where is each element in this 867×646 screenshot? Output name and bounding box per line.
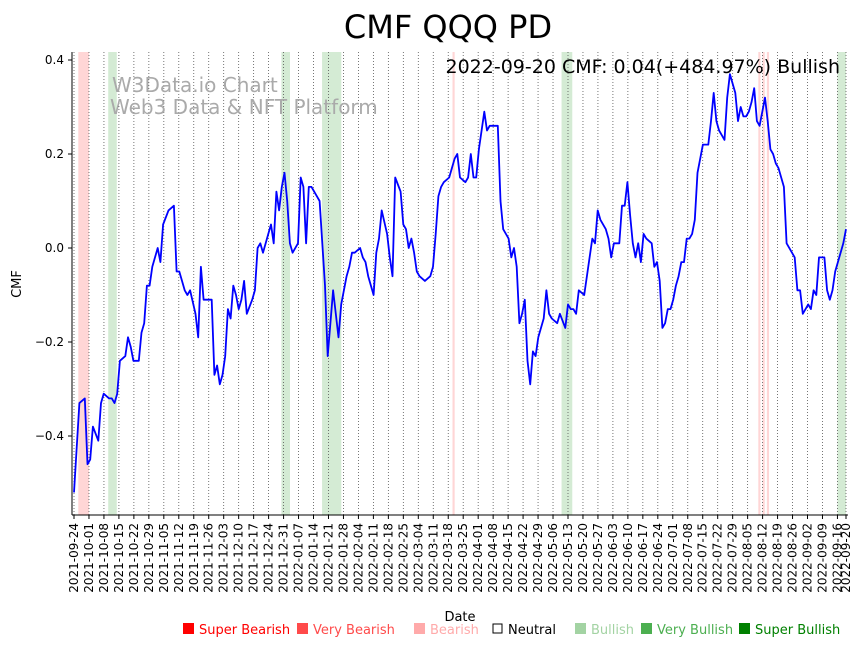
date-gridlines xyxy=(73,52,847,515)
x-tick-label: 2022-05-13 xyxy=(561,523,575,593)
x-tick-label: 2021-11-26 xyxy=(202,523,216,593)
watermark-line-1: W3Data.io Chart xyxy=(112,73,278,97)
x-tick-label: 2022-08-19 xyxy=(771,523,785,593)
x-tick-label: 2022-04-01 xyxy=(471,523,485,593)
x-tick-label: 2022-01-14 xyxy=(307,523,321,593)
x-tick-label: 2022-03-11 xyxy=(426,523,440,593)
x-tick-label: 2021-11-12 xyxy=(172,523,186,593)
cmf-series-line xyxy=(73,73,847,493)
x-tick-label: 2022-05-27 xyxy=(591,523,605,593)
x-tick-label: 2021-12-17 xyxy=(247,523,261,593)
x-tick-label: 2022-04-29 xyxy=(531,523,545,593)
band-bearish-8 xyxy=(766,52,770,515)
x-tick-label: 2022-02-25 xyxy=(396,523,410,593)
legend-label-super-bullish: Super Bullish xyxy=(755,623,840,638)
x-tick-label: 2022-07-29 xyxy=(726,523,740,593)
legend-label-very-bullish: Very Bullish xyxy=(657,623,733,638)
x-tick-label: 2022-06-10 xyxy=(621,523,635,593)
x-tick-label: 2022-09-20 xyxy=(839,523,853,593)
band-bearish-6 xyxy=(758,52,761,515)
band-bullish-3 xyxy=(322,52,342,515)
x-tick-label: 2022-06-03 xyxy=(606,523,620,593)
x-tick-label: 2022-07-08 xyxy=(681,523,695,593)
x-tick-label: 2022-09-02 xyxy=(801,523,815,593)
x-tick-label: 2022-04-08 xyxy=(486,523,500,593)
x-tick-label: 2022-01-21 xyxy=(321,523,335,593)
y-tick-label: −0.4 xyxy=(35,429,64,443)
x-tick-label: 2022-01-28 xyxy=(336,523,350,593)
x-tick-label: 2021-12-24 xyxy=(262,523,276,593)
legend-swatch-super-bearish xyxy=(183,623,194,634)
legend-swatch-super-bullish xyxy=(739,623,750,634)
x-tick-label: 2021-10-08 xyxy=(97,523,111,593)
band-bearish-0 xyxy=(78,52,89,515)
x-axis-label: Date xyxy=(444,610,475,625)
x-tick-label: 2022-09-09 xyxy=(815,523,829,593)
y-tick-label: 0.0 xyxy=(45,241,64,255)
band-bullish-2 xyxy=(281,52,290,515)
x-tick-label: 2021-12-10 xyxy=(232,523,246,593)
signal-legend: Super Bearish Very Bearish Bearish Neutral B… xyxy=(183,623,840,638)
y-tick-label: 0.2 xyxy=(45,147,64,161)
x-tick-label: 2022-02-04 xyxy=(351,523,365,593)
x-tick-label: 2022-07-22 xyxy=(711,523,725,593)
x-tick-label: 2022-06-24 xyxy=(651,523,665,593)
x-tick-label: 2022-02-11 xyxy=(366,523,380,593)
band-bullish-9 xyxy=(837,52,846,515)
x-tick-label: 2022-03-18 xyxy=(441,523,455,593)
x-tick-label: 2021-10-22 xyxy=(127,523,141,593)
x-tick-label: 2021-09-24 xyxy=(67,523,81,593)
x-tick-label: 2022-08-05 xyxy=(741,523,755,593)
x-tick-label: 2022-05-06 xyxy=(546,523,560,593)
x-axis-ticks: 2021-09-24 2021-10-01 2021-10-08 2021-10-15… xyxy=(67,515,853,593)
x-tick-label: 2021-10-15 xyxy=(112,523,126,593)
legend-label-neutral: Neutral xyxy=(508,623,556,638)
x-tick-label: 2021-11-19 xyxy=(187,523,201,593)
band-bearish-7 xyxy=(762,52,765,515)
x-tick-label: 2022-01-07 xyxy=(292,523,306,593)
y-axis-ticks: 0.4 0.2 0.0 −0.2 −0.4 xyxy=(35,53,72,443)
legend-swatch-bullish xyxy=(575,623,586,634)
legend-swatch-very-bearish xyxy=(297,623,308,634)
x-tick-label: 2022-07-01 xyxy=(666,523,680,593)
legend-label-bearish: Bearish xyxy=(430,623,479,638)
latest-value-annotation: 2022-09-20 CMF: 0.04(+484.97%) Bullish xyxy=(446,56,841,78)
legend-swatch-very-bullish xyxy=(641,623,652,634)
x-tick-label: 2022-08-12 xyxy=(756,523,770,593)
band-bearish-4 xyxy=(452,52,455,515)
band-bullish-5 xyxy=(561,52,573,515)
watermark-line-2: Web3 Data & NFT Platform xyxy=(110,95,378,119)
x-tick-label: 2021-12-03 xyxy=(217,523,231,593)
x-tick-label: 2021-12-31 xyxy=(277,523,291,593)
legend-label-super-bearish: Super Bearish xyxy=(199,623,290,638)
legend-swatch-bearish xyxy=(414,623,425,634)
x-tick-label: 2021-10-01 xyxy=(82,523,96,593)
legend-label-bullish: Bullish xyxy=(591,623,634,638)
chart-title: CMF QQQ PD xyxy=(344,8,552,46)
x-tick-label: 2022-05-20 xyxy=(576,523,590,593)
y-tick-label: 0.4 xyxy=(45,53,64,67)
x-tick-label: 2022-04-15 xyxy=(501,523,515,593)
x-tick-label: 2022-08-26 xyxy=(786,523,800,593)
y-tick-label: −0.2 xyxy=(35,335,64,349)
x-tick-label: 2021-11-05 xyxy=(157,523,171,593)
x-tick-label: 2022-02-18 xyxy=(381,523,395,593)
x-tick-label: 2022-09-16 xyxy=(830,523,844,593)
x-tick-label: 2021-10-29 xyxy=(142,523,156,593)
x-tick-label: 2022-03-04 xyxy=(411,523,425,593)
x-tick-label: 2022-03-25 xyxy=(456,523,470,593)
legend-swatch-neutral xyxy=(492,623,503,634)
x-tick-label: 2022-06-17 xyxy=(636,523,650,593)
x-tick-label: 2022-07-15 xyxy=(696,523,710,593)
y-axis-label: CMF xyxy=(10,270,25,298)
signal-bands xyxy=(78,52,846,515)
band-bullish-1 xyxy=(108,52,117,515)
x-tick-label: 2022-04-22 xyxy=(516,523,530,593)
legend-label-very-bearish: Very Bearish xyxy=(313,623,395,638)
